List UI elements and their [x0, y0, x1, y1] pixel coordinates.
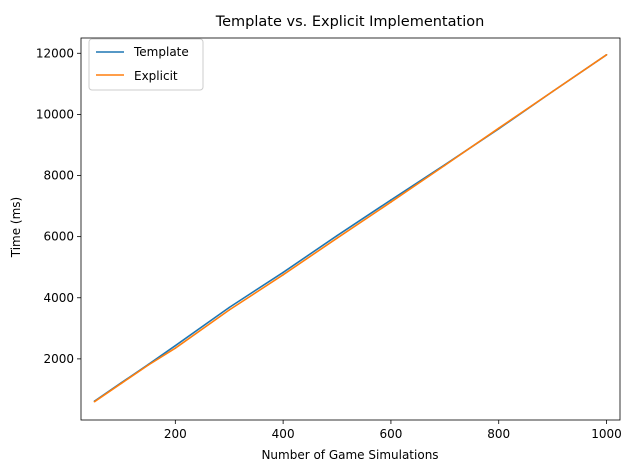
y-tick-label: 2000 — [43, 352, 74, 366]
legend-label-explicit: Explicit — [134, 69, 178, 83]
y-tick-label: 4000 — [43, 291, 74, 305]
data-point-template — [336, 234, 338, 237]
data-point-explicit — [444, 164, 446, 167]
x-tick-label: 400 — [272, 427, 295, 441]
y-axis-ticks: 2000 4000 6000 8000 10000 12000 — [36, 46, 81, 366]
data-point-template — [390, 199, 392, 201]
x-tick-label: 600 — [379, 427, 402, 441]
x-tick-label: 1000 — [591, 427, 622, 441]
y-axis-label: Time (ms) — [9, 197, 23, 259]
x-tick-label: 200 — [164, 427, 187, 441]
legend-label-template: Template — [133, 45, 189, 59]
y-tick-label: 10000 — [36, 107, 74, 121]
data-point-explicit — [551, 90, 554, 93]
chart-title: Template vs. Explicit Implementation — [215, 14, 485, 30]
data-point-template — [228, 306, 231, 309]
data-point-explicit — [228, 309, 231, 311]
series-line-explicit — [94, 54, 607, 403]
x-axis-label: Number of Game Simulations — [261, 448, 438, 462]
x-axis-ticks: 200 400 600 800 1000 — [164, 420, 622, 441]
series-lines — [93, 54, 608, 403]
data-point-template — [282, 271, 284, 274]
data-point-explicit — [336, 237, 338, 239]
data-point-explicit — [147, 364, 150, 366]
data-point-explicit — [174, 347, 177, 349]
data-point-explicit — [497, 127, 500, 129]
data-point-explicit — [390, 201, 392, 203]
data-point-template — [174, 344, 177, 347]
y-tick-label: 12000 — [36, 46, 74, 60]
legend: Template Explicit — [88, 38, 204, 91]
plot-area — [80, 37, 621, 421]
y-tick-label: 6000 — [43, 230, 74, 244]
data-point-explicit — [282, 274, 284, 276]
data-point-explicit — [93, 400, 96, 403]
y-tick-label: 8000 — [43, 169, 74, 183]
data-point-explicit — [120, 382, 123, 385]
data-point-explicit — [605, 54, 608, 56]
x-tick-label: 800 — [487, 427, 510, 441]
